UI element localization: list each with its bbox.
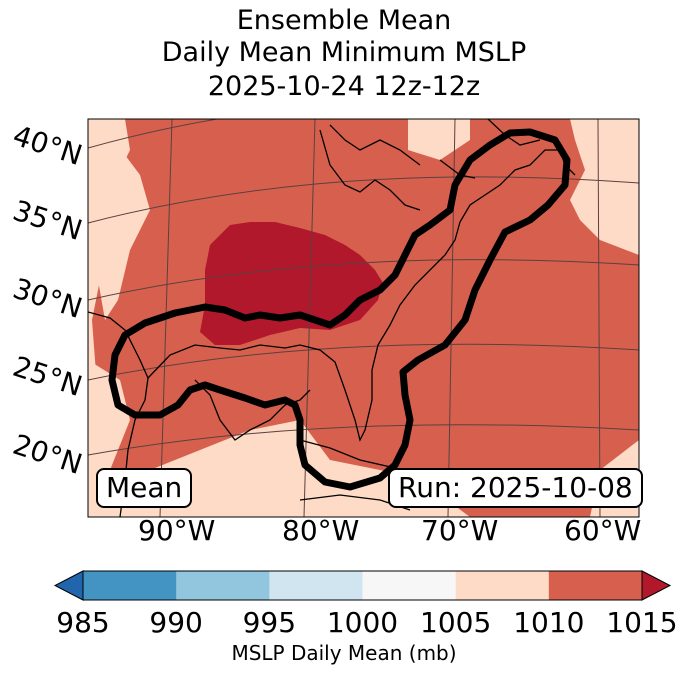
pressure-field-dark-center	[200, 222, 383, 345]
colorbar-tick-label: 990	[149, 606, 203, 639]
colorbar-extend-high	[641, 570, 672, 601]
ensemble-contour	[108, 128, 571, 491]
colorbar-segment	[269, 571, 363, 600]
colorbar-tick-label: 1005	[420, 606, 492, 639]
pressure-field-light-east	[570, 119, 639, 255]
lon-label-70w: 70°W	[421, 514, 499, 547]
pressure-field-light-west2	[98, 155, 150, 320]
title-line-1: Ensemble Mean	[236, 5, 452, 36]
colorbar-label: MSLP Daily Mean (mb)	[231, 641, 457, 665]
title-line-3: 2025-10-24 12z-12z	[207, 71, 481, 102]
colorbar-tick-label: 1015	[606, 606, 678, 639]
colorbar-tick-label: 995	[242, 606, 297, 639]
lon-label-90w: 90°W	[138, 514, 216, 547]
map-frame	[87, 118, 640, 518]
colorbar-frame	[82, 570, 643, 601]
title-line-2: Daily Mean Minimum MSLP	[161, 37, 527, 68]
colorbar-segment	[83, 571, 177, 600]
pressure-field-base	[88, 119, 639, 517]
graticule	[88, 119, 639, 517]
pressure-field-light-west	[88, 119, 130, 420]
colorbar-tick-label: 985	[56, 606, 110, 639]
pressure-field-light-southwest	[88, 360, 130, 470]
mean-box: Mean	[96, 468, 193, 508]
run-box: Run: 2025-10-08	[388, 468, 643, 508]
colorbar-tick-label: 1000	[326, 606, 399, 639]
colorbar-segment	[455, 571, 550, 600]
colorbar-segment	[548, 571, 643, 600]
lon-label-80w: 80°W	[282, 514, 360, 547]
coastline	[88, 119, 576, 517]
colorbar-segment	[176, 571, 270, 600]
colorbar-extend-low	[53, 570, 84, 601]
lon-label-60w: 60°W	[564, 514, 642, 547]
colorbar-segment	[362, 571, 457, 600]
colorbar-tick-label: 1010	[513, 606, 585, 639]
